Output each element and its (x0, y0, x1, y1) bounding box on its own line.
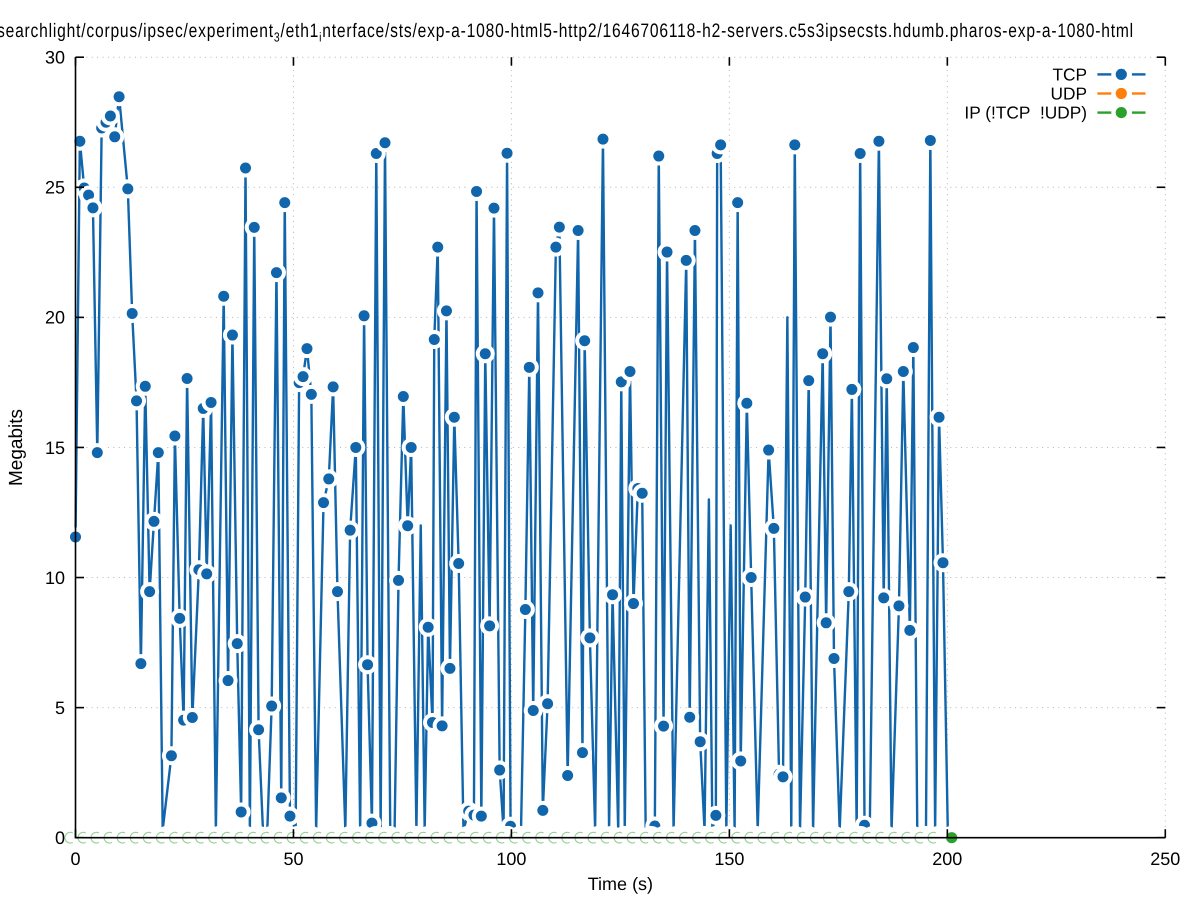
svg-text:0: 0 (70, 849, 80, 869)
svg-text:30: 30 (45, 48, 65, 68)
svg-text:250: 250 (1150, 849, 1180, 869)
svg-text:25: 25 (45, 178, 65, 198)
svg-text:5: 5 (55, 698, 65, 718)
svg-text:10: 10 (45, 568, 65, 588)
svg-text:searchlight/corpus/ipsec/exper: searchlight/corpus/ipsec/experiment3/eth… (0, 20, 1134, 45)
svg-text:IP (!TCP !UDP): IP (!TCP !UDP) (964, 103, 1087, 123)
svg-text:Time (s): Time (s) (588, 874, 653, 894)
svg-text:15: 15 (45, 438, 65, 458)
svg-text:150: 150 (714, 849, 744, 869)
svg-text:20: 20 (45, 308, 65, 328)
svg-text:TCP: TCP (1052, 64, 1087, 84)
svg-text:200: 200 (932, 849, 962, 869)
svg-text:UDP: UDP (1051, 84, 1088, 104)
svg-text:100: 100 (496, 849, 526, 869)
svg-text:Megabits: Megabits (6, 409, 27, 486)
svg-text:0: 0 (55, 828, 65, 848)
svg-text:50: 50 (283, 849, 303, 869)
